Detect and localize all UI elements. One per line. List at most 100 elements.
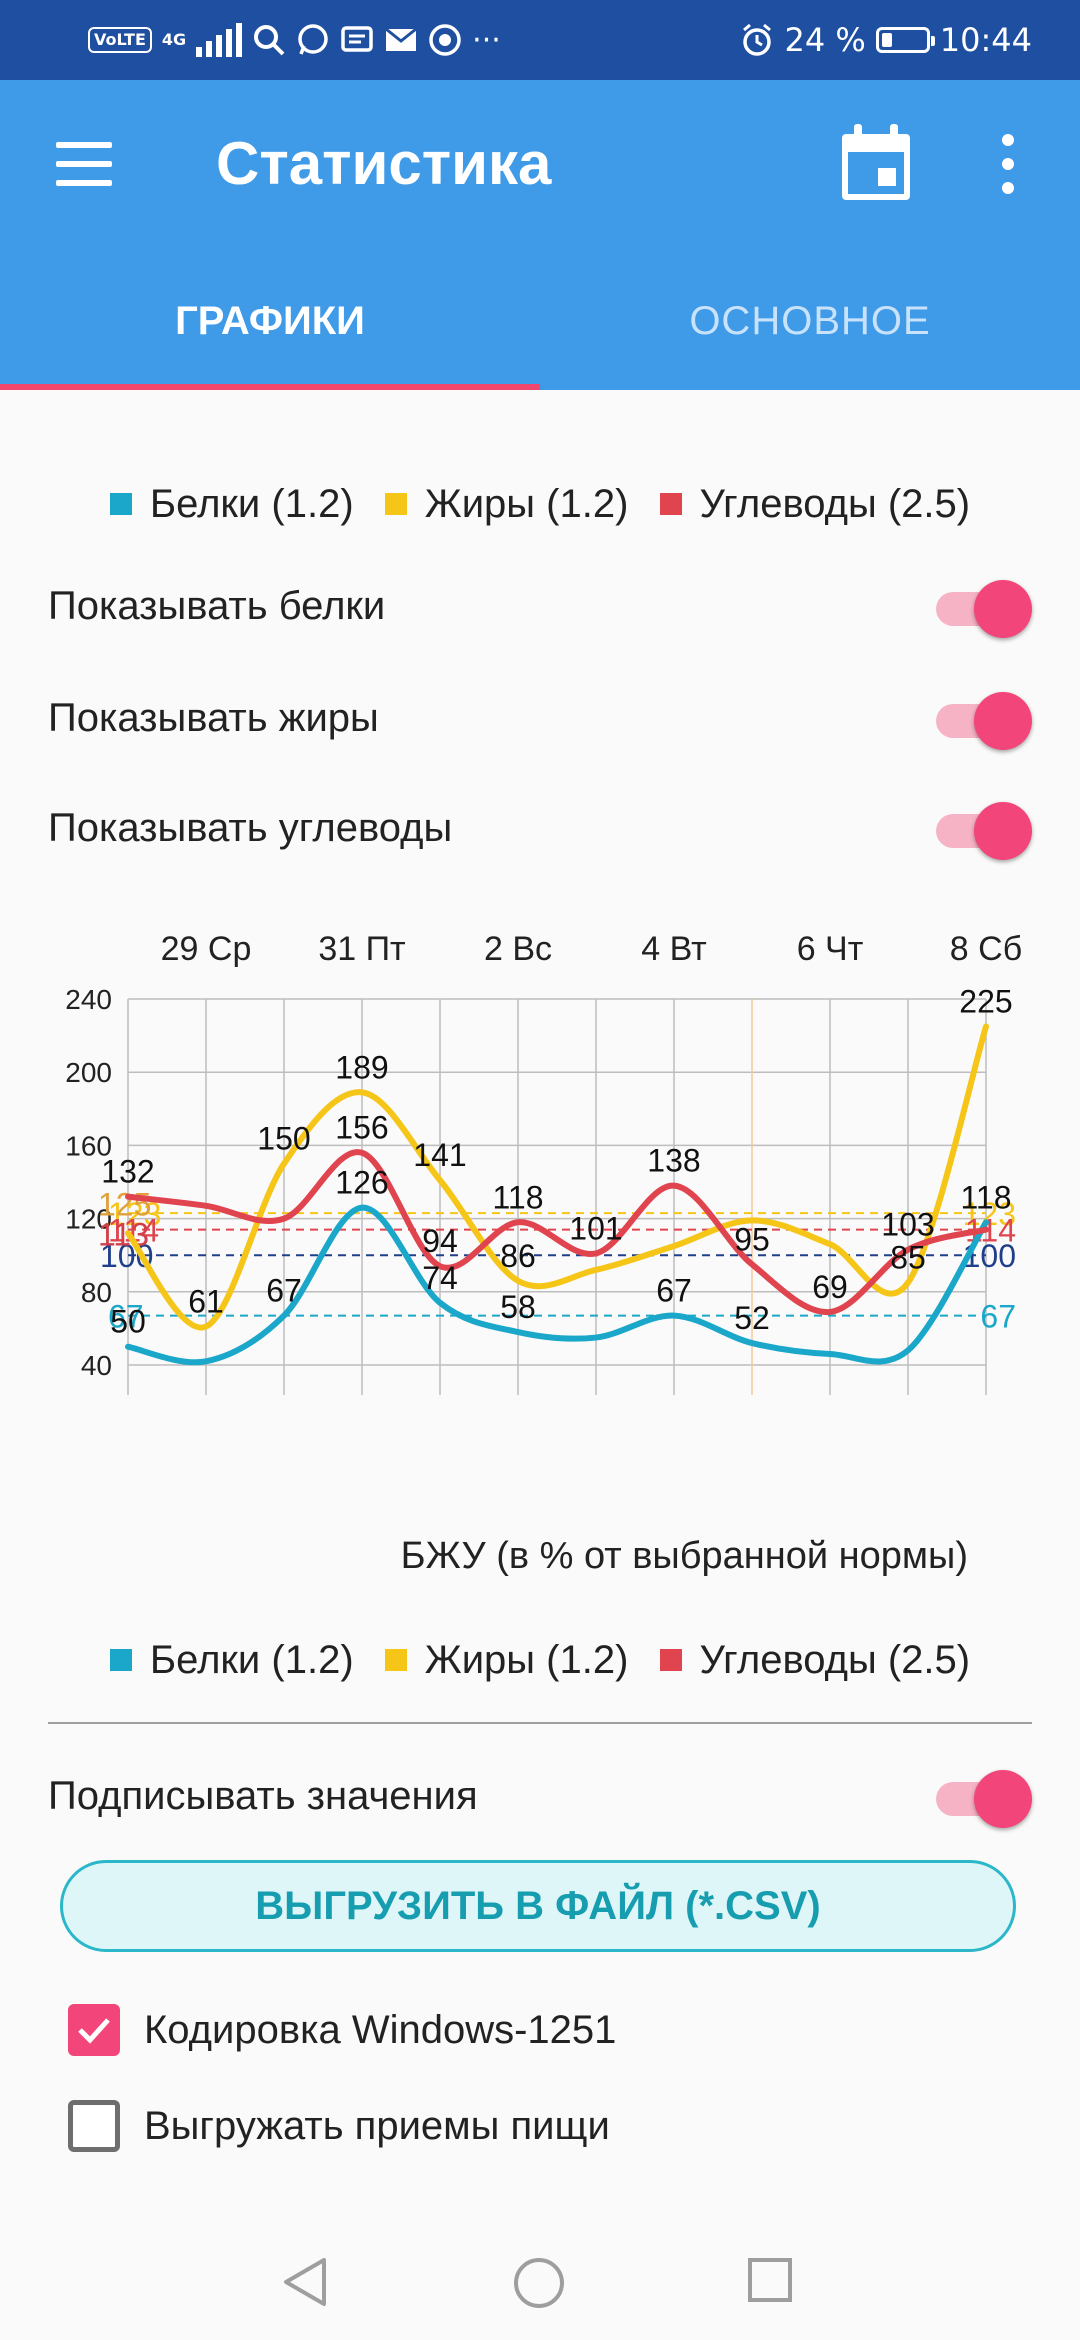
data-label: 52 (734, 1300, 770, 1336)
menu-icon (56, 142, 112, 148)
calendar-icon (842, 124, 910, 200)
status-right-icons: 24 % 10:44 (740, 18, 1032, 62)
data-label: 50 (110, 1304, 146, 1340)
checkmark-icon (78, 2018, 110, 2044)
data-label: 150 (257, 1121, 310, 1157)
data-label: 61 (188, 1284, 224, 1320)
legend-item-fats: Жиры (1.2) (384, 1630, 628, 1690)
export-csv-button[interactable]: ВЫГРУЗИТЬ В ФАЙЛ (*.CSV) (60, 1860, 1016, 1952)
divider (48, 1722, 1032, 1724)
whatsapp-icon (298, 24, 328, 55)
show-fats-switch[interactable] (932, 692, 1032, 750)
data-label: 95 (734, 1221, 770, 1257)
data-label: 85 (890, 1240, 926, 1276)
toggle-row-sign-values: Подписывать значения (48, 1756, 1032, 1836)
navigation-bar (0, 2220, 1080, 2340)
menu-button[interactable] (56, 142, 112, 186)
legend-item-fats: Жиры (1.2) (384, 474, 628, 534)
norm-label-right: 123 (963, 1196, 1016, 1232)
norm-label-left: 67 (108, 1299, 144, 1335)
volte-icon: VoLTE (88, 27, 152, 53)
data-label: 126 (335, 1165, 388, 1201)
battery-percent: 24 % (784, 21, 866, 59)
data-label: 74 (422, 1260, 458, 1296)
x-tick-label: 4 Вт (641, 930, 706, 968)
toggle-label: Подписывать значения (48, 1774, 478, 1818)
checkbox-row-meals[interactable]: Выгружать приемы пищи (68, 2096, 968, 2156)
data-label: 103 (881, 1207, 934, 1243)
norm-label-right: 67 (980, 1299, 1016, 1335)
legend-bottom: Белки (1.2) Жиры (1.2) Углеводы (2.5) (0, 1628, 1080, 1688)
x-tick-label: 31 Пт (318, 930, 405, 968)
encoding-checkbox[interactable] (68, 2004, 120, 2056)
tab-graphs[interactable]: ГРАФИКИ (175, 299, 365, 343)
status-left-icons: VoLTE 4G ··· (88, 18, 501, 62)
y-tick-label: 40 (81, 1350, 112, 1381)
message-icon (341, 26, 373, 52)
mail-icon (385, 27, 418, 51)
data-label: 86 (500, 1238, 536, 1274)
back-icon[interactable] (280, 2256, 332, 2308)
tab-indicator (0, 384, 540, 390)
show-proteins-switch[interactable] (932, 580, 1032, 638)
more-options-button[interactable] (996, 134, 1020, 198)
data-label: 132 (101, 1154, 154, 1190)
page-title: Статистика (216, 130, 552, 197)
data-label: 67 (656, 1273, 692, 1309)
toggle-row-fats: Показывать жиры (48, 678, 1032, 758)
legend-top: Белки (1.2) Жиры (1.2) Углеводы (2.5) (0, 472, 1080, 532)
app-bar: Статистика ГРАФИКИ ОСНОВНОЕ (0, 80, 1080, 390)
y-tick-label: 80 (81, 1277, 112, 1308)
x-tick-label: 2 Вс (484, 930, 552, 968)
data-label: 101 (569, 1210, 622, 1246)
toggle-label: Показывать углеводы (48, 806, 453, 850)
data-label: 67 (266, 1273, 302, 1309)
signal-icon (196, 23, 243, 57)
legend-item-proteins: Белки (1.2) (109, 474, 354, 534)
toggle-label: Показывать белки (48, 584, 386, 628)
toggle-label: Показывать жиры (48, 696, 379, 740)
x-tick-label: 29 Ср (161, 930, 252, 968)
data-label: 225 (959, 983, 1012, 1019)
home-icon[interactable] (512, 2256, 566, 2310)
toggle-row-carbs: Показывать углеводы (48, 788, 1032, 868)
x-tick-label: 6 Чт (797, 930, 864, 968)
tab-basic[interactable]: ОСНОВНОЕ (689, 299, 931, 343)
sign-values-switch[interactable] (932, 1770, 1032, 1828)
y-tick-label: 200 (65, 1057, 112, 1088)
battery-icon (875, 27, 935, 53)
more-notifications-icon: ··· (472, 22, 501, 58)
data-label: 118 (960, 1179, 1011, 1215)
y-tick-label: 120 (65, 1204, 112, 1235)
data-label: 58 (500, 1289, 536, 1325)
y-tick-label: 240 (65, 984, 112, 1015)
chart-svg: 40 80 120 160 200 240 29 Ср 31 Пт 2 Вс 4 Вт 6 Чт 8 … (65, 930, 1022, 1577)
data-label: 118 (492, 1179, 543, 1215)
show-carbs-switch[interactable] (932, 802, 1032, 860)
data-label: 156 (335, 1110, 388, 1146)
chart-caption: БЖУ (в % от выбранной нормы) (401, 1535, 968, 1577)
series-line (125, 1204, 989, 1366)
checkbox-label: Кодировка Windows-1251 (144, 2008, 617, 2052)
alarm-icon (743, 23, 772, 56)
search-icon (254, 25, 285, 56)
x-tick-label: 8 Сб (950, 930, 1022, 968)
y-tick-label: 160 (65, 1130, 112, 1161)
clock: 10:44 (939, 21, 1032, 59)
export-meals-checkbox[interactable] (68, 2100, 120, 2152)
recent-apps-icon[interactable] (746, 2256, 794, 2304)
overlap-label: 125 (98, 1186, 151, 1222)
data-label: 138 (647, 1143, 700, 1179)
toggle-row-proteins: Показывать белки (48, 566, 1032, 646)
data-label: 69 (812, 1269, 848, 1305)
legend-item-carbs: Углеводы (2.5) (659, 474, 970, 534)
network-type-icon: 4G (161, 30, 187, 49)
legend-item-proteins: Белки (1.2) (109, 1630, 354, 1690)
data-label: 141 (413, 1137, 466, 1173)
nutrition-chart[interactable]: 40 80 120 160 200 240 29 Ср 31 Пт 2 Вс 4 Вт 6 Чт 8 … (0, 920, 1080, 1600)
data-label: 94 (422, 1223, 458, 1259)
checkbox-row-encoding[interactable]: Кодировка Windows-1251 (68, 2000, 968, 2060)
status-bar: VoLTE 4G ··· 24 % 10:44 (0, 0, 1080, 80)
calendar-button[interactable] (838, 124, 914, 204)
overlap-label: 113 (98, 1216, 149, 1252)
